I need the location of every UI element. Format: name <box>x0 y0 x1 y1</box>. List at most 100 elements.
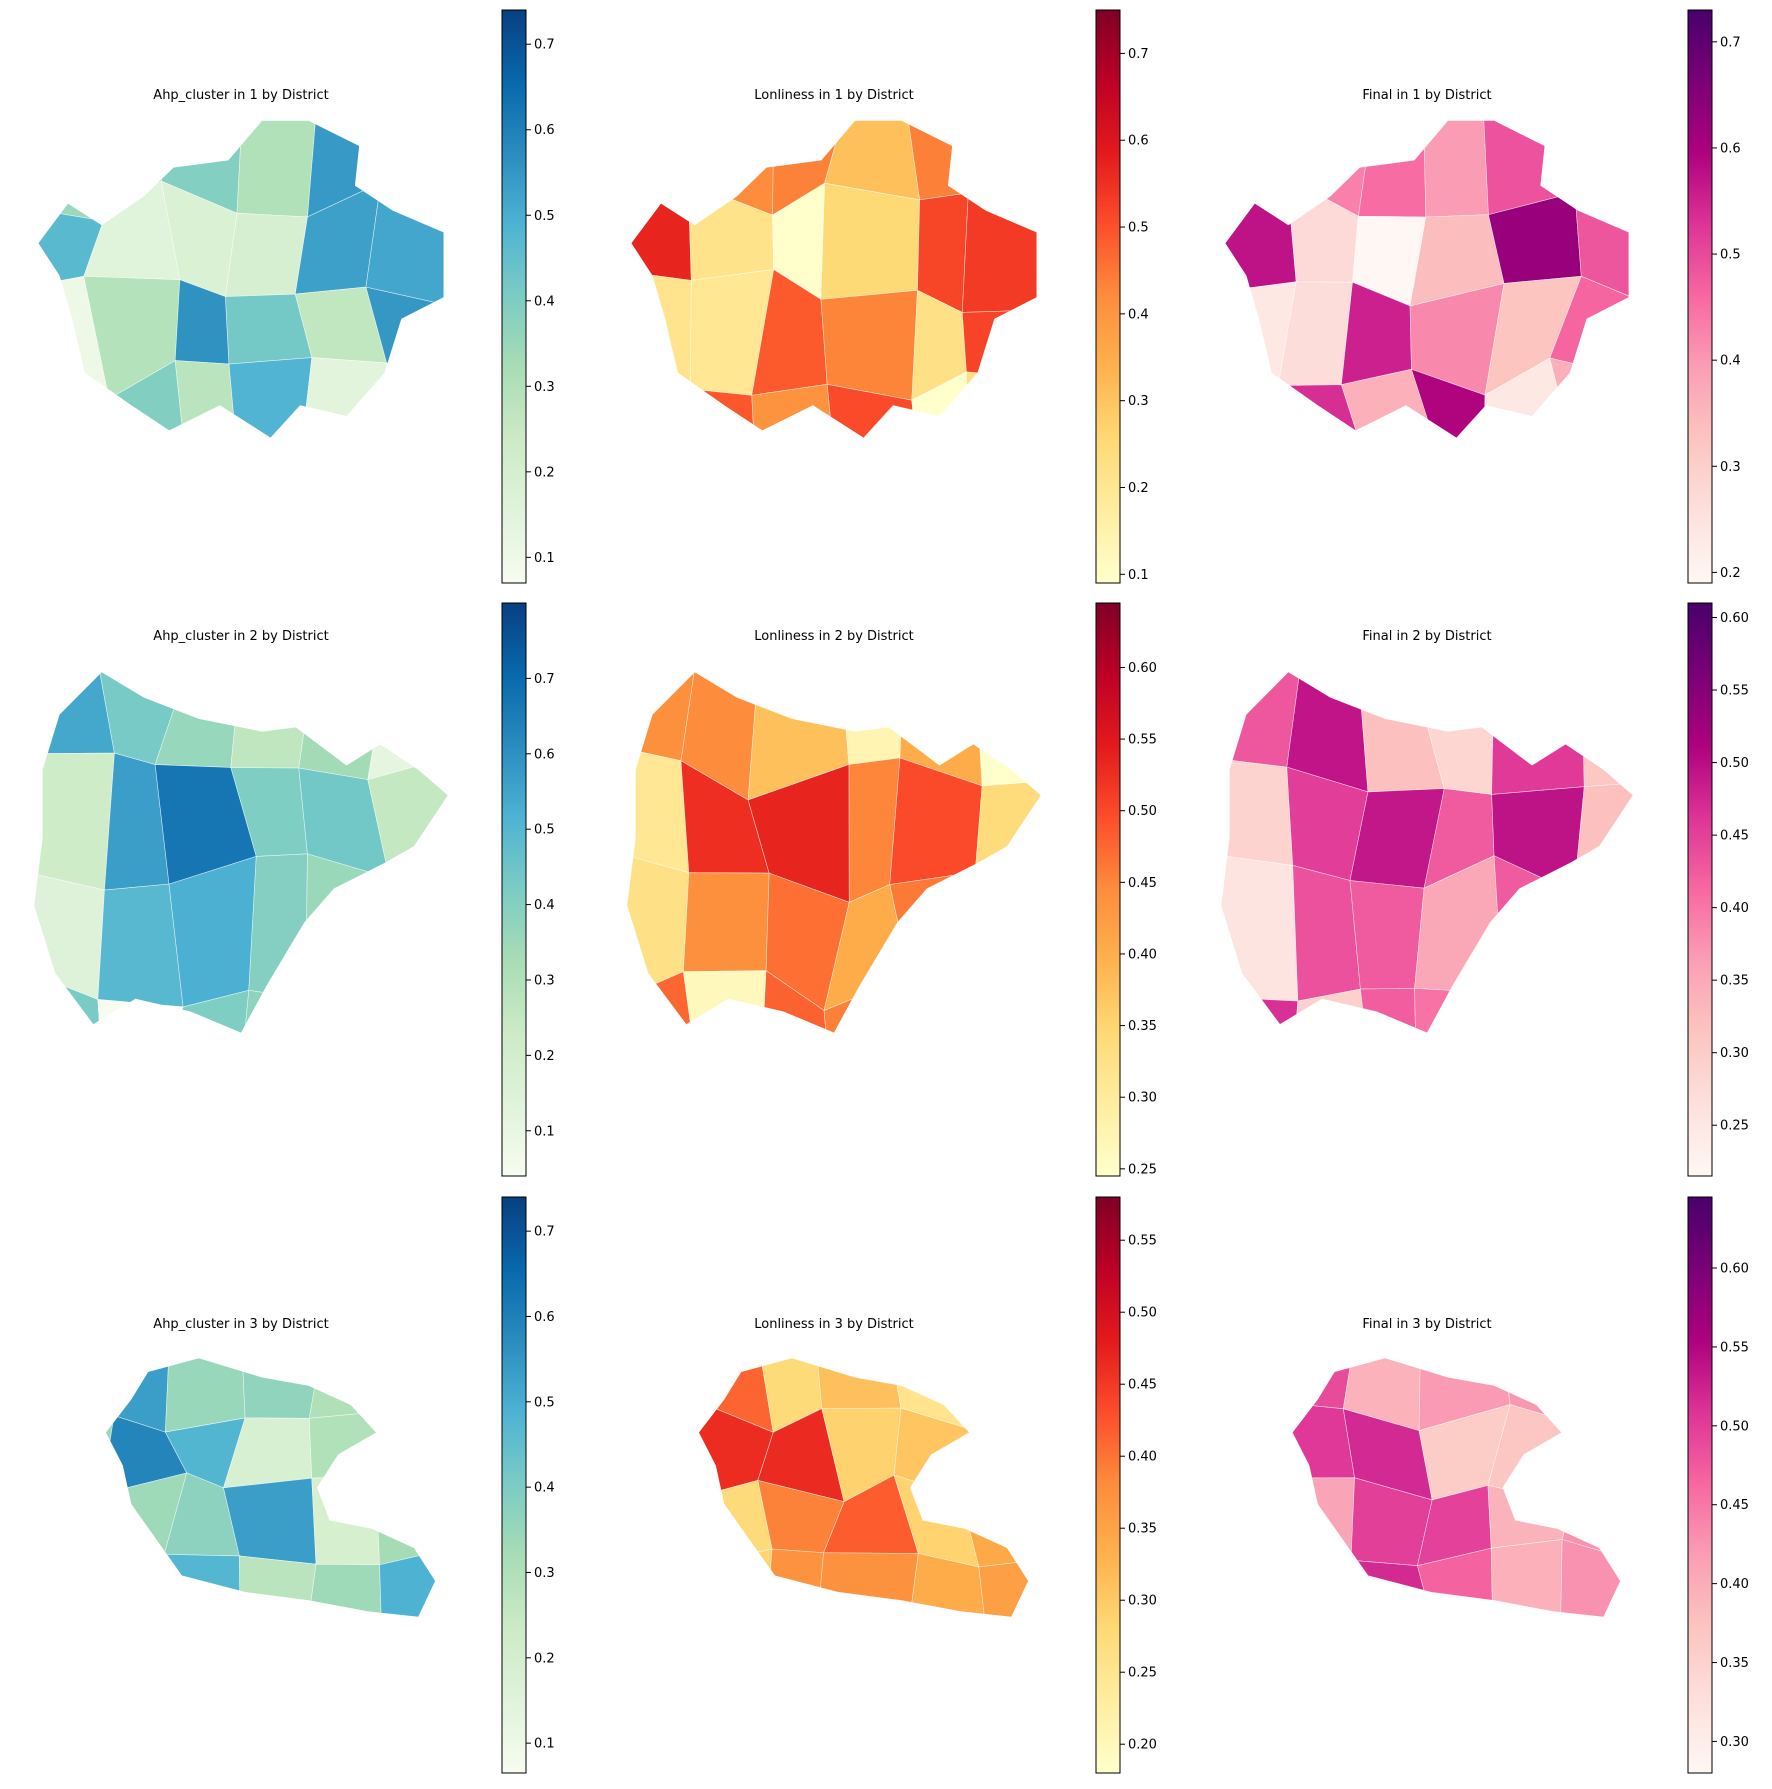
district-map <box>1292 1358 1621 1617</box>
colorbar-tick-label: 0.60 <box>1128 661 1157 676</box>
colorbar-tick-label: 0.45 <box>1720 829 1749 844</box>
colorbar-gradient <box>1095 602 1121 1177</box>
map-panel-4: Ahp_cluster in 2 by District 0.1 0.2 0.3 0.4… <box>34 602 555 1177</box>
district-region <box>163 1553 241 1617</box>
colorbar-tick-label: 0.55 <box>1720 1340 1749 1355</box>
district-region <box>1225 177 1297 293</box>
colorbar-tick-label: 0.4 <box>1128 307 1149 322</box>
colorbar-tick-label: 0.25 <box>1128 1162 1157 1177</box>
colorbar-tick-label: 0.30 <box>1128 1091 1157 1106</box>
district-region <box>105 1358 115 1435</box>
colorbar: 0.2 0.3 0.4 0.5 0.6 0.7 <box>1687 9 1741 584</box>
district-region <box>889 871 986 976</box>
colorbar-gradient <box>501 602 527 1177</box>
district-region <box>225 212 308 297</box>
colorbar-tick-label: 0.7 <box>534 38 555 53</box>
district-region <box>1221 758 1294 866</box>
colorbar-tick-label: 0.55 <box>1128 1234 1157 1249</box>
colorbar-tick-label: 0.25 <box>1720 1119 1749 1134</box>
district-region <box>30 1540 100 1625</box>
district-region <box>960 1413 1029 1496</box>
colorbar-tick-label: 0.6 <box>534 123 555 138</box>
district-region <box>765 1548 824 1617</box>
map-panel-7: Ahp_cluster in 3 by District 0.1 0.2 0.3 0.4… <box>30 1196 555 1774</box>
district-region <box>239 1555 317 1617</box>
district-region <box>97 999 184 1033</box>
district-region <box>1573 872 1633 990</box>
district-region <box>698 1561 709 1617</box>
district-region <box>248 853 308 1000</box>
district-region <box>377 120 444 183</box>
colorbar-tick-label: 0.35 <box>1720 974 1749 989</box>
district-region <box>311 1475 380 1566</box>
district-region <box>1581 672 1633 787</box>
district-region <box>1349 880 1425 990</box>
colorbar: 0.1 0.2 0.3 0.4 0.5 0.6 0.7 <box>1095 9 1149 584</box>
colorbar-tick-label: 0.40 <box>1128 1450 1157 1465</box>
colorbar-tick-label: 0.45 <box>1720 1498 1749 1513</box>
panel-title: Ahp_cluster in 3 by District <box>153 1317 328 1332</box>
colorbar-tick-label: 0.50 <box>1720 1419 1749 1434</box>
district-region <box>174 360 239 438</box>
colorbar: 0.25 0.30 0.35 0.40 0.45 0.50 0.55 0.60 <box>1687 602 1749 1177</box>
colorbar-tick-label: 0.7 <box>534 672 555 687</box>
district-region <box>34 872 105 1000</box>
colorbar-tick-label: 0.1 <box>534 1737 555 1752</box>
district-region <box>631 271 692 390</box>
district-region <box>961 192 1037 313</box>
district-region <box>978 967 1041 1033</box>
colorbar-tick-label: 0.4 <box>1720 354 1741 369</box>
district-region <box>1423 120 1489 218</box>
district-region <box>1221 996 1299 1033</box>
district-region <box>690 388 757 438</box>
colorbar-tick-label: 0.6 <box>1720 141 1741 156</box>
colorbar-tick-label: 0.1 <box>534 1124 555 1139</box>
colorbar-tick-label: 0.40 <box>1720 901 1749 916</box>
colorbar-tick-label: 0.35 <box>1720 1656 1749 1671</box>
district-region <box>627 747 690 874</box>
district-region <box>30 1493 102 1550</box>
district-region <box>1483 357 1579 438</box>
colorbar-gradient <box>501 1196 527 1774</box>
district-region <box>305 976 381 1033</box>
district-region <box>816 1552 919 1617</box>
colorbar-tick-label: 0.35 <box>1128 1522 1157 1537</box>
district-region <box>368 853 448 1004</box>
colorbar-tick-label: 0.3 <box>534 973 555 988</box>
colorbar-tick-label: 0.2 <box>1128 481 1149 496</box>
district-region <box>683 970 767 1033</box>
colorbar: 0.20 0.25 0.30 0.35 0.40 0.45 0.50 0.55 <box>1095 1196 1157 1774</box>
district-region <box>308 1358 388 1419</box>
map-panel-3: Final in 1 by District 0.2 0.3 0.4 0.5 0.6 0.7 <box>1225 9 1741 584</box>
district-region <box>820 182 920 300</box>
district-region <box>238 989 309 1033</box>
colorbar-tick-label: 0.5 <box>1720 248 1741 263</box>
district-region <box>698 1548 773 1617</box>
panel-title: Ahp_cluster in 1 by District <box>153 88 328 103</box>
colorbar-tick-label: 0.7 <box>1720 35 1741 50</box>
colorbar: 0.1 0.2 0.3 0.4 0.5 0.6 0.7 <box>501 1196 555 1774</box>
colorbar-tick-label: 0.45 <box>1128 1378 1157 1393</box>
district-region <box>1292 1477 1355 1561</box>
district-region <box>1549 120 1629 210</box>
panel-title: Lonliness in 3 by District <box>754 1317 914 1332</box>
colorbar-tick-label: 0.30 <box>1720 1046 1749 1061</box>
district-region <box>105 1415 115 1495</box>
district-region <box>1487 1485 1573 1549</box>
colorbar-tick-label: 0.40 <box>1720 1577 1749 1592</box>
colorbar-tick-label: 0.2 <box>534 1651 555 1666</box>
colorbar-tick-label: 0.3 <box>1720 460 1741 475</box>
colorbar-tick-label: 0.6 <box>1128 134 1149 149</box>
district-region <box>1414 987 1503 1033</box>
district-region <box>368 976 448 1033</box>
district-region <box>974 1358 1029 1431</box>
district-region <box>1221 854 1299 1002</box>
colorbar-gradient <box>1095 1196 1121 1774</box>
district-map <box>34 672 448 1033</box>
colorbar: 0.1 0.2 0.3 0.4 0.5 0.6 0.7 <box>501 9 555 584</box>
district-region <box>236 120 317 218</box>
district-region <box>1483 120 1576 216</box>
district-region <box>384 1358 436 1412</box>
colorbar-tick-label: 0.4 <box>534 898 555 913</box>
